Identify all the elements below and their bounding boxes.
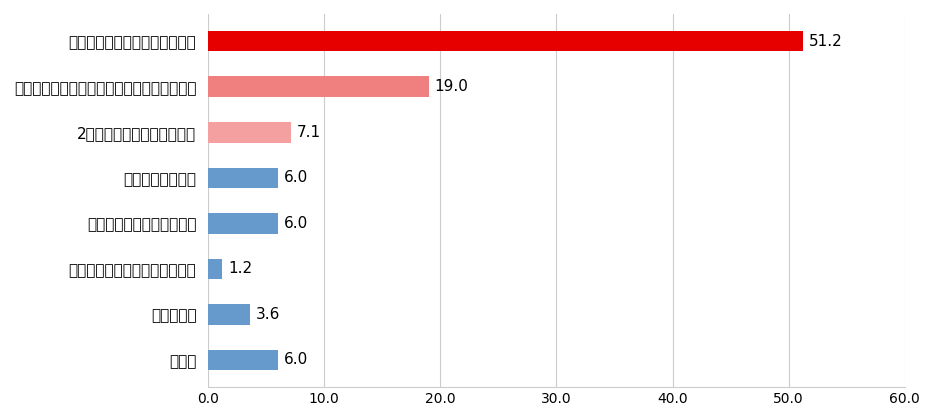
- Bar: [208, 350, 277, 370]
- Text: 7.1: 7.1: [296, 125, 320, 140]
- Bar: [208, 76, 429, 97]
- Bar: [208, 304, 250, 325]
- Text: 6.0: 6.0: [284, 216, 308, 231]
- Text: 6.0: 6.0: [284, 170, 308, 185]
- Text: 19.0: 19.0: [434, 79, 469, 94]
- Bar: [208, 259, 222, 279]
- Bar: [208, 31, 802, 52]
- Text: 51.2: 51.2: [809, 34, 842, 49]
- Text: 1.2: 1.2: [228, 261, 252, 276]
- Text: 3.6: 3.6: [256, 307, 280, 322]
- Bar: [208, 213, 277, 234]
- Bar: [208, 168, 277, 188]
- Bar: [208, 122, 290, 142]
- Text: 6.0: 6.0: [284, 352, 308, 368]
